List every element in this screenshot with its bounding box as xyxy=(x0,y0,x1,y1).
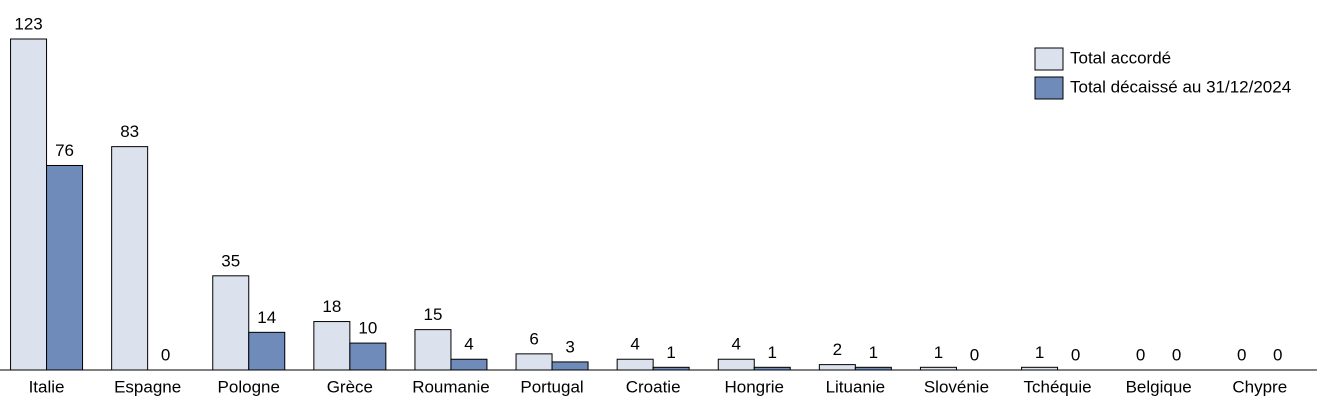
value-label: 4 xyxy=(630,335,639,354)
value-label: 0 xyxy=(161,345,170,364)
value-label: 1 xyxy=(1035,343,1044,362)
legend-label: Total accordé xyxy=(1070,48,1171,67)
value-label: 14 xyxy=(257,308,276,327)
value-label: 18 xyxy=(322,297,341,316)
bar xyxy=(515,353,553,371)
value-label: 0 xyxy=(970,345,979,364)
x-tick-label: Lituanie xyxy=(826,377,886,396)
value-label: 1 xyxy=(666,343,675,362)
bar xyxy=(717,358,755,371)
value-label: 0 xyxy=(1273,345,1282,364)
bar xyxy=(616,358,654,371)
x-tick-label: Grèce xyxy=(327,377,373,396)
value-label: 0 xyxy=(1136,345,1145,364)
value-label: 0 xyxy=(1071,345,1080,364)
bar xyxy=(46,164,84,371)
x-tick-label: Chypre xyxy=(1232,377,1287,396)
x-tick-label: Slovénie xyxy=(924,377,989,396)
x-tick-label: Tchéquie xyxy=(1024,377,1092,396)
value-label: 76 xyxy=(55,141,74,160)
value-label: 2 xyxy=(833,340,842,359)
bar xyxy=(111,146,149,371)
value-label: 35 xyxy=(221,251,240,270)
value-label: 0 xyxy=(1172,345,1181,364)
bar xyxy=(10,38,48,371)
x-tick-label: Portugal xyxy=(520,377,583,396)
value-label: 83 xyxy=(120,122,139,141)
bar xyxy=(450,358,488,371)
bar xyxy=(212,275,250,371)
x-tick-label: Roumanie xyxy=(412,377,490,396)
x-tick-label: Belgique xyxy=(1126,377,1192,396)
value-label: 10 xyxy=(358,319,377,338)
x-tick-label: Italie xyxy=(29,377,65,396)
value-label: 1 xyxy=(869,343,878,362)
x-tick-label: Espagne xyxy=(114,377,181,396)
bar xyxy=(313,321,351,371)
value-label: 3 xyxy=(565,337,574,356)
value-label: 1 xyxy=(768,343,777,362)
value-label: 15 xyxy=(423,305,442,324)
value-label: 4 xyxy=(732,335,741,354)
bar xyxy=(414,329,452,371)
legend-label: Total décaissé au 31/12/2024 xyxy=(1070,77,1291,96)
x-tick-label: Hongrie xyxy=(724,377,784,396)
value-label: 123 xyxy=(14,14,42,33)
bar xyxy=(818,364,856,371)
legend-swatch xyxy=(1034,47,1064,71)
bar xyxy=(248,331,286,371)
bar xyxy=(349,342,387,371)
value-label: 0 xyxy=(1237,345,1246,364)
value-label: 1 xyxy=(934,343,943,362)
x-tick-label: Croatie xyxy=(626,377,681,396)
legend-swatch xyxy=(1034,76,1064,100)
bar xyxy=(551,361,589,371)
value-label: 4 xyxy=(464,335,473,354)
value-label: 6 xyxy=(529,329,538,348)
x-tick-label: Pologne xyxy=(218,377,280,396)
